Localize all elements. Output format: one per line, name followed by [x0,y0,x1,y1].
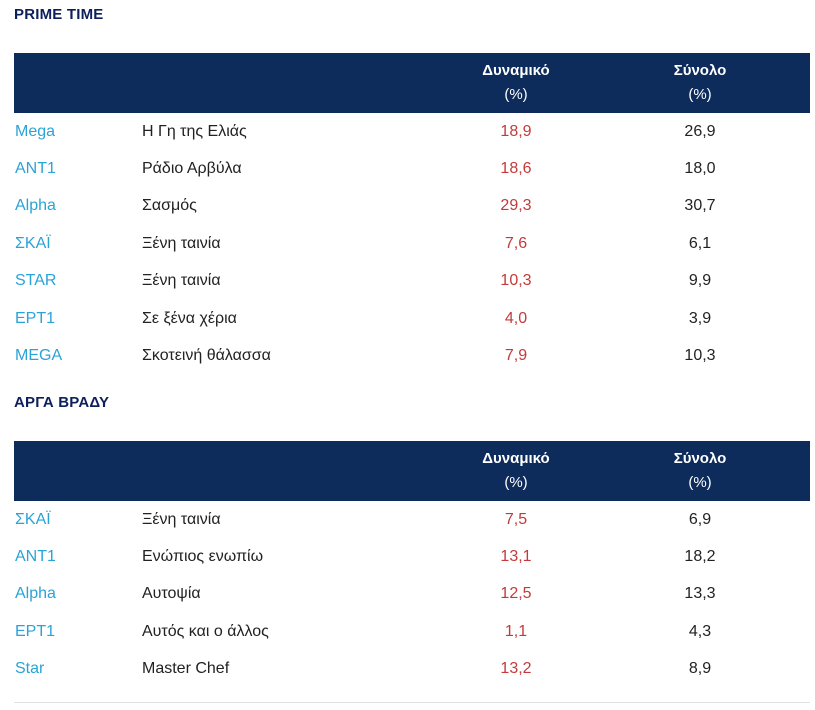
table-row: ΕΡΤ1 Σε ξένα χέρια 4,0 3,9 [14,300,810,337]
total-share: 18,2 [684,548,716,566]
dynamic-share: 18,9 [500,122,532,140]
header-total-label: Σύνολο [673,62,727,79]
dynamic-share: 7,9 [504,347,528,365]
header-dynamic: Δυναμικό (%) [442,441,590,501]
header-dynamic: Δυναμικό (%) [442,53,590,113]
total-share: 10,3 [684,347,716,365]
table-row: ΣΚΑΪ Ξένη ταινία 7,6 6,1 [14,225,810,262]
prime-time-table: Δυναμικό (%) Σύνολο (%) Mega Η Γη της Ελ… [14,53,810,375]
table-row: ANT1 Ενώπιος ενωπίω 13,1 18,2 [14,538,810,575]
late-night-table: Δυναμικό (%) Σύνολο (%) ΣΚΑΪ Ξένη ταινία… [14,441,810,688]
total-share: 13,3 [684,585,716,603]
channel-name: ΕΡΤ1 [15,309,56,327]
dynamic-share: 13,1 [500,548,532,566]
table-row: STAR Ξένη ταινία 10,3 9,9 [14,263,810,300]
table-row: Alpha Αυτοψία 12,5 13,3 [14,576,810,613]
table-row: Alpha Σασμός 29,3 30,7 [14,188,810,225]
channel-name: ANT1 [15,548,56,566]
channel-name: Alpha [15,197,56,215]
show-title: Σασμός [142,197,197,215]
show-title: Σε ξένα χέρια [142,309,237,327]
header-total: Σύνολο (%) [590,53,810,113]
table-row: MEGA Σκοτεινή θάλασσα 7,9 10,3 [14,337,810,374]
table-row: ANT1 Ράδιο Αρβύλα 18,6 18,0 [14,150,810,187]
dynamic-share: 7,6 [504,234,528,252]
header-channel [14,441,142,501]
dynamic-share: 4,0 [504,309,528,327]
show-title: Master Chef [142,660,230,678]
show-title: Η Γη της Ελιάς [142,122,247,140]
channel-name: Mega [15,122,56,140]
channel-name: ΕΡΤ1 [15,622,56,640]
total-share: 8,9 [688,660,712,678]
header-channel [14,53,142,113]
channel-name: Alpha [15,585,56,603]
dynamic-share: 29,3 [500,197,532,215]
table-row: ΕΡΤ1 Αυτός και ο άλλος 1,1 4,3 [14,613,810,650]
dynamic-share: 18,6 [500,160,532,178]
channel-name: ΣΚΑΪ [15,510,51,528]
header-show [142,53,442,113]
table-header-row: Δυναμικό (%) Σύνολο (%) [14,441,810,501]
show-title: Ξένη ταινία [142,510,221,528]
dynamic-share: 13,2 [500,660,532,678]
bottom-divider [14,702,810,703]
total-share: 6,9 [688,510,712,528]
table-header-row: Δυναμικό (%) Σύνολο (%) [14,53,810,113]
dynamic-share: 7,5 [504,510,528,528]
channel-name: ΣΚΑΪ [15,234,51,252]
section-title-late-night: ΑΡΓΑ ΒΡΑΔΥ [14,394,110,411]
show-title: Σκοτεινή θάλασσα [142,347,271,365]
show-title: Αυτοψία [142,585,201,603]
header-total-unit: (%) [688,474,712,491]
total-share: 18,0 [684,160,716,178]
table-row: ΣΚΑΪ Ξένη ταινία 7,5 6,9 [14,501,810,538]
section-title-prime-time: PRIME TIME [14,6,104,23]
header-total: Σύνολο (%) [590,441,810,501]
total-share: 6,1 [688,234,712,252]
channel-name: MEGA [15,347,63,365]
show-title: Ξένη ταινία [142,234,221,252]
show-title: Ενώπιος ενωπίω [142,548,264,566]
dynamic-share: 12,5 [500,585,532,603]
total-share: 4,3 [688,622,712,640]
table-row: Star Master Chef 13,2 8,9 [14,651,810,688]
total-share: 30,7 [684,197,716,215]
show-title: Ράδιο Αρβύλα [142,160,242,178]
channel-name: ANT1 [15,160,56,178]
header-dynamic-label: Δυναμικό [482,450,550,467]
header-dynamic-label: Δυναμικό [482,62,550,79]
header-total-unit: (%) [688,86,712,103]
dynamic-share: 10,3 [500,272,532,290]
channel-name: Star [15,660,45,678]
total-share: 26,9 [684,122,716,140]
dynamic-share: 1,1 [504,622,528,640]
table-row: Mega Η Γη της Ελιάς 18,9 26,9 [14,113,810,150]
header-dynamic-unit: (%) [504,474,528,491]
show-title: Αυτός και ο άλλος [142,622,269,640]
header-show [142,441,442,501]
header-dynamic-unit: (%) [504,86,528,103]
channel-name: STAR [15,272,57,290]
show-title: Ξένη ταινία [142,272,221,290]
total-share: 3,9 [688,309,712,327]
header-total-label: Σύνολο [673,450,727,467]
total-share: 9,9 [688,272,712,290]
